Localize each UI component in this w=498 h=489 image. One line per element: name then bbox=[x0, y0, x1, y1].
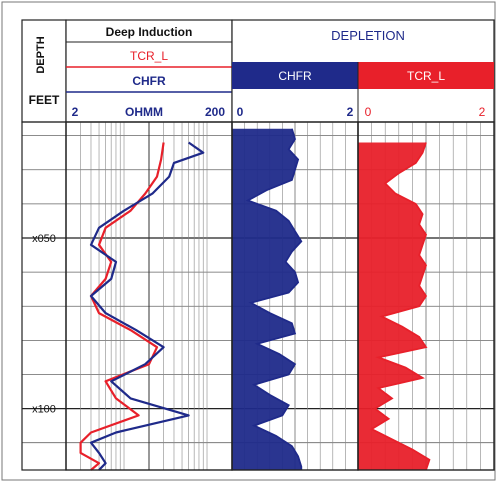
log-header: DEPTH FEET Deep Induction TCR_L CHFR 2 O… bbox=[21, 19, 495, 123]
track-frame-3 bbox=[357, 121, 495, 471]
track1-scale-unit: OHMM bbox=[125, 105, 163, 119]
curve-chfr-resistivity bbox=[89, 141, 205, 471]
fill-tcr-l-depletion bbox=[358, 142, 430, 470]
track3-header-band bbox=[358, 62, 494, 89]
track3-scale-max: 2 bbox=[479, 105, 486, 119]
depth-units-label: FEET bbox=[29, 93, 60, 107]
track1-scale-min: 2 bbox=[72, 105, 79, 119]
curve-tcr-l-depletion bbox=[369, 142, 431, 471]
fill-chfr-depletion bbox=[232, 128, 302, 471]
track2-header-band bbox=[232, 62, 358, 89]
depth-header-label: DEPTH bbox=[35, 36, 47, 73]
track3-scale-min: 0 bbox=[365, 105, 372, 119]
track2-scale-min: 0 bbox=[237, 105, 244, 119]
track1-header-box bbox=[65, 19, 233, 123]
track2-scale-max: 2 bbox=[347, 105, 354, 119]
depth-tick-label: x050 bbox=[32, 233, 56, 245]
log-fills bbox=[232, 128, 430, 471]
track2-curve-label: CHFR bbox=[278, 69, 312, 83]
track1-curve-b-label: CHFR bbox=[132, 74, 166, 88]
track3-curve-label: TCR_L bbox=[407, 69, 445, 83]
depletion-title: DEPLETION bbox=[331, 28, 405, 43]
depth-tick-label: x100 bbox=[32, 404, 56, 416]
curve-chfr-depletion bbox=[245, 128, 303, 470]
track-frames bbox=[21, 121, 495, 471]
track1-curve-a-label: TCR_L bbox=[130, 49, 168, 63]
log-curves bbox=[79, 128, 431, 471]
depth-header-box bbox=[21, 19, 67, 123]
depth-ticks: x050 x100 bbox=[32, 233, 56, 416]
track1-title: Deep Induction bbox=[106, 25, 193, 39]
track1-scale-max: 200 bbox=[205, 105, 225, 119]
